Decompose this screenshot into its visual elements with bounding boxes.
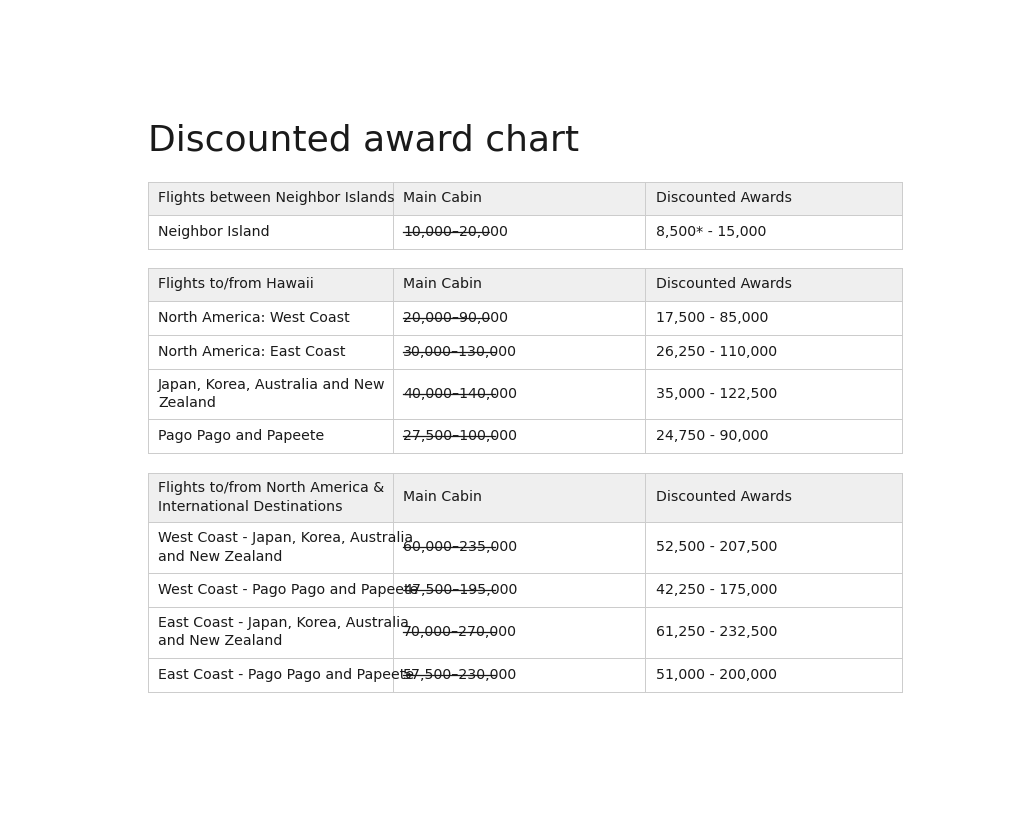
Text: 52,500 - 207,500: 52,500 - 207,500 [655,540,777,554]
Text: Flights to/from North America &
International Destinations: Flights to/from North America & Internat… [158,481,384,513]
Text: Flights between Neighbor Islands: Flights between Neighbor Islands [158,191,395,205]
Text: Japan, Korea, Australia and New
Zealand: Japan, Korea, Australia and New Zealand [158,378,386,410]
Text: 8,500* - 15,000: 8,500* - 15,000 [655,224,766,238]
Text: 47,500–195,000: 47,500–195,000 [403,583,517,597]
Bar [147,607,902,658]
Text: 35,000 - 122,500: 35,000 - 122,500 [655,387,777,401]
Text: 57,500–230,000: 57,500–230,000 [403,667,517,681]
Text: 20,000–90,000: 20,000–90,000 [403,311,508,325]
Bar [147,300,902,335]
Bar [147,214,902,248]
Bar [147,369,902,419]
Text: West Coast - Pago Pago and Papeete: West Coast - Pago Pago and Papeete [158,583,419,597]
Text: Discounted Awards: Discounted Awards [655,277,792,291]
Text: 30,000–130,000: 30,000–130,000 [403,345,517,359]
Text: Main Cabin: Main Cabin [403,191,482,205]
Text: 40,000–140,000: 40,000–140,000 [403,387,517,401]
Text: 70,000–270,000: 70,000–270,000 [403,625,517,639]
Text: 17,500 - 85,000: 17,500 - 85,000 [655,311,768,325]
Text: Main Cabin: Main Cabin [403,490,482,504]
Bar [147,658,902,691]
Text: 60,000–235,000: 60,000–235,000 [403,540,517,554]
Text: 26,250 - 110,000: 26,250 - 110,000 [655,345,777,359]
Text: East Coast - Japan, Korea, Australia
and New Zealand: East Coast - Japan, Korea, Australia and… [158,616,409,648]
Bar [147,473,902,522]
Text: North America: West Coast: North America: West Coast [158,311,350,325]
Text: Discounted award chart: Discounted award chart [147,123,579,157]
Text: 27,500–100,000: 27,500–100,000 [403,430,517,444]
Text: Discounted Awards: Discounted Awards [655,490,792,504]
Text: Pago Pago and Papeete: Pago Pago and Papeete [158,430,325,444]
Text: Flights to/from Hawaii: Flights to/from Hawaii [158,277,314,291]
Bar [147,182,902,214]
Text: North America: East Coast: North America: East Coast [158,345,346,359]
Text: Discounted Awards: Discounted Awards [655,191,792,205]
Text: West Coast - Japan, Korea, Australia
and New Zealand: West Coast - Japan, Korea, Australia and… [158,531,414,563]
Text: Main Cabin: Main Cabin [403,277,482,291]
Text: East Coast - Pago Pago and Papeete: East Coast - Pago Pago and Papeete [158,667,415,681]
Bar [147,335,902,369]
Bar [147,522,902,573]
Text: 51,000 - 200,000: 51,000 - 200,000 [655,667,777,681]
Text: 42,250 - 175,000: 42,250 - 175,000 [655,583,777,597]
Bar [147,419,902,454]
Text: Neighbor Island: Neighbor Island [158,224,269,238]
Text: 24,750 - 90,000: 24,750 - 90,000 [655,430,768,444]
Bar [147,267,902,300]
Text: 10,000–20,000: 10,000–20,000 [403,224,508,238]
Bar [147,573,902,607]
Text: 61,250 - 232,500: 61,250 - 232,500 [655,625,777,639]
